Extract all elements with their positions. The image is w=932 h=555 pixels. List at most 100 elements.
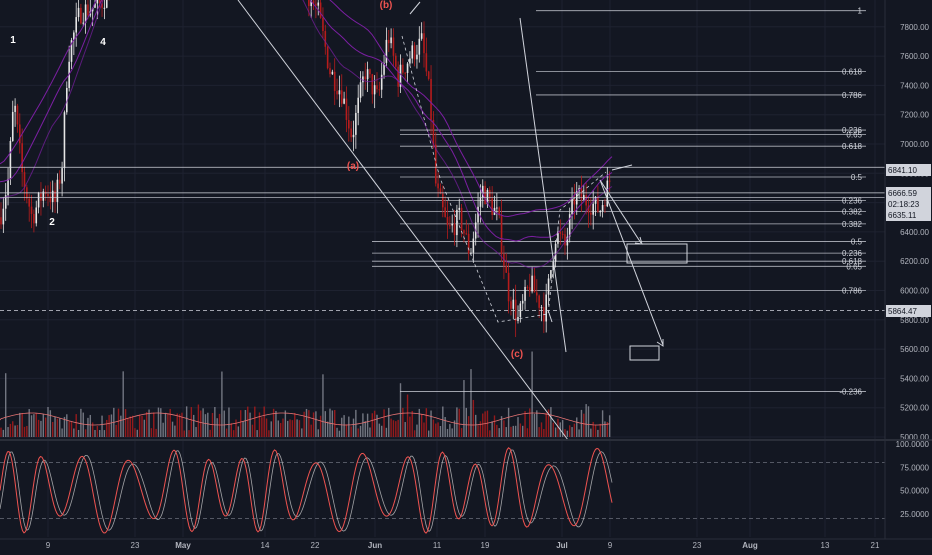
pointer-arrow	[547, 309, 553, 323]
volume-bar	[169, 408, 171, 437]
volume-bar	[117, 408, 120, 437]
volume-bar	[47, 406, 49, 437]
fib-level-label: -0.236	[839, 388, 862, 397]
candle-body	[315, 3, 317, 6]
volume-bar	[106, 419, 108, 437]
candle-body	[390, 37, 392, 44]
candle-body	[331, 71, 334, 75]
candle-body	[343, 98, 345, 104]
volume-bar	[143, 419, 146, 437]
volume-bar	[348, 416, 350, 437]
candle-body	[364, 76, 367, 80]
candle-body	[573, 199, 576, 205]
candle-body	[486, 189, 489, 205]
oscillator-signal-line	[0, 449, 613, 532]
candle-body	[547, 278, 550, 295]
volume-bar	[303, 411, 305, 437]
volume-bar	[484, 411, 486, 437]
volume-bar	[583, 413, 585, 437]
candle-body	[538, 295, 540, 308]
candle-body	[42, 191, 45, 201]
volume-bar	[30, 415, 33, 437]
candle-body	[87, 4, 89, 16]
volume-bar	[357, 428, 359, 437]
volume-bar	[129, 416, 131, 437]
drawings[interactable]	[0, 0, 885, 441]
price-tick-label: 7800.00	[900, 23, 929, 32]
candle-body	[566, 236, 569, 246]
candle-body	[540, 307, 543, 309]
volume-bar	[254, 406, 256, 437]
candle-body	[98, 0, 101, 4]
volume-bar	[324, 411, 326, 437]
volume-bar	[49, 410, 52, 437]
price-tick-label: 6400.00	[900, 228, 929, 237]
volume-bar	[392, 420, 395, 437]
volume-bar	[240, 410, 242, 437]
target-zone-box[interactable]	[629, 345, 660, 361]
candle-body	[587, 205, 590, 213]
candle-body	[73, 32, 75, 41]
volume-bar	[498, 428, 500, 437]
candle-body	[571, 199, 573, 215]
wave-label: 2	[49, 217, 55, 228]
candle-body	[105, 0, 108, 8]
target-zone-box[interactable]	[626, 243, 688, 264]
candle-body	[561, 233, 564, 235]
candle-body	[317, 2, 320, 6]
candle-body	[30, 206, 33, 214]
volume-bar	[406, 394, 409, 437]
volume-bar	[230, 423, 232, 437]
candle-body	[340, 90, 343, 104]
volume-bar	[103, 430, 106, 437]
volume-bar	[153, 412, 155, 437]
volume-bar	[171, 421, 174, 437]
volume-bar	[428, 430, 430, 437]
volume-bar	[456, 407, 458, 437]
volume-bar	[587, 406, 590, 437]
candle-body	[37, 192, 40, 208]
candle-body	[392, 37, 395, 56]
volume-bar	[277, 420, 279, 437]
candle-body	[28, 198, 30, 207]
candle-body	[383, 62, 385, 75]
candle-body	[333, 71, 336, 92]
candle-body	[357, 97, 359, 113]
volume-bar	[66, 414, 68, 437]
candle-body	[61, 168, 63, 184]
candle-body	[350, 128, 352, 138]
volume-bar	[341, 417, 343, 437]
volume-bar	[573, 423, 576, 437]
volume-bar	[449, 424, 451, 437]
volume-bar	[183, 430, 185, 437]
volume-bar	[235, 419, 237, 437]
wave-label: (b)	[380, 0, 393, 11]
volume-bar	[425, 408, 428, 437]
volume-bar	[477, 425, 479, 437]
candle-body	[380, 74, 383, 90]
candle-body	[70, 40, 73, 62]
volume-bar	[576, 417, 578, 437]
volume-bar	[453, 420, 456, 437]
candle-body	[77, 7, 80, 18]
volume-bar	[362, 413, 364, 437]
volume-bar	[500, 416, 503, 437]
time-tick-label: 9	[46, 541, 51, 550]
price-tag	[886, 164, 931, 176]
candle-body	[568, 214, 571, 237]
volume-bar	[364, 421, 366, 437]
volume-bar	[446, 428, 449, 437]
candle-body	[444, 207, 446, 217]
fib-level-label: 0.65	[846, 262, 862, 271]
candle-body	[14, 105, 16, 112]
oscillator-panel: 100.0000 75.0000 50.0000 25.0000	[0, 440, 930, 534]
candle-body	[526, 286, 529, 288]
volume-average-line	[0, 412, 610, 426]
candle-body	[446, 216, 449, 226]
candle-body	[481, 185, 484, 198]
volume-bar	[470, 369, 472, 437]
volume-bar	[585, 404, 587, 437]
